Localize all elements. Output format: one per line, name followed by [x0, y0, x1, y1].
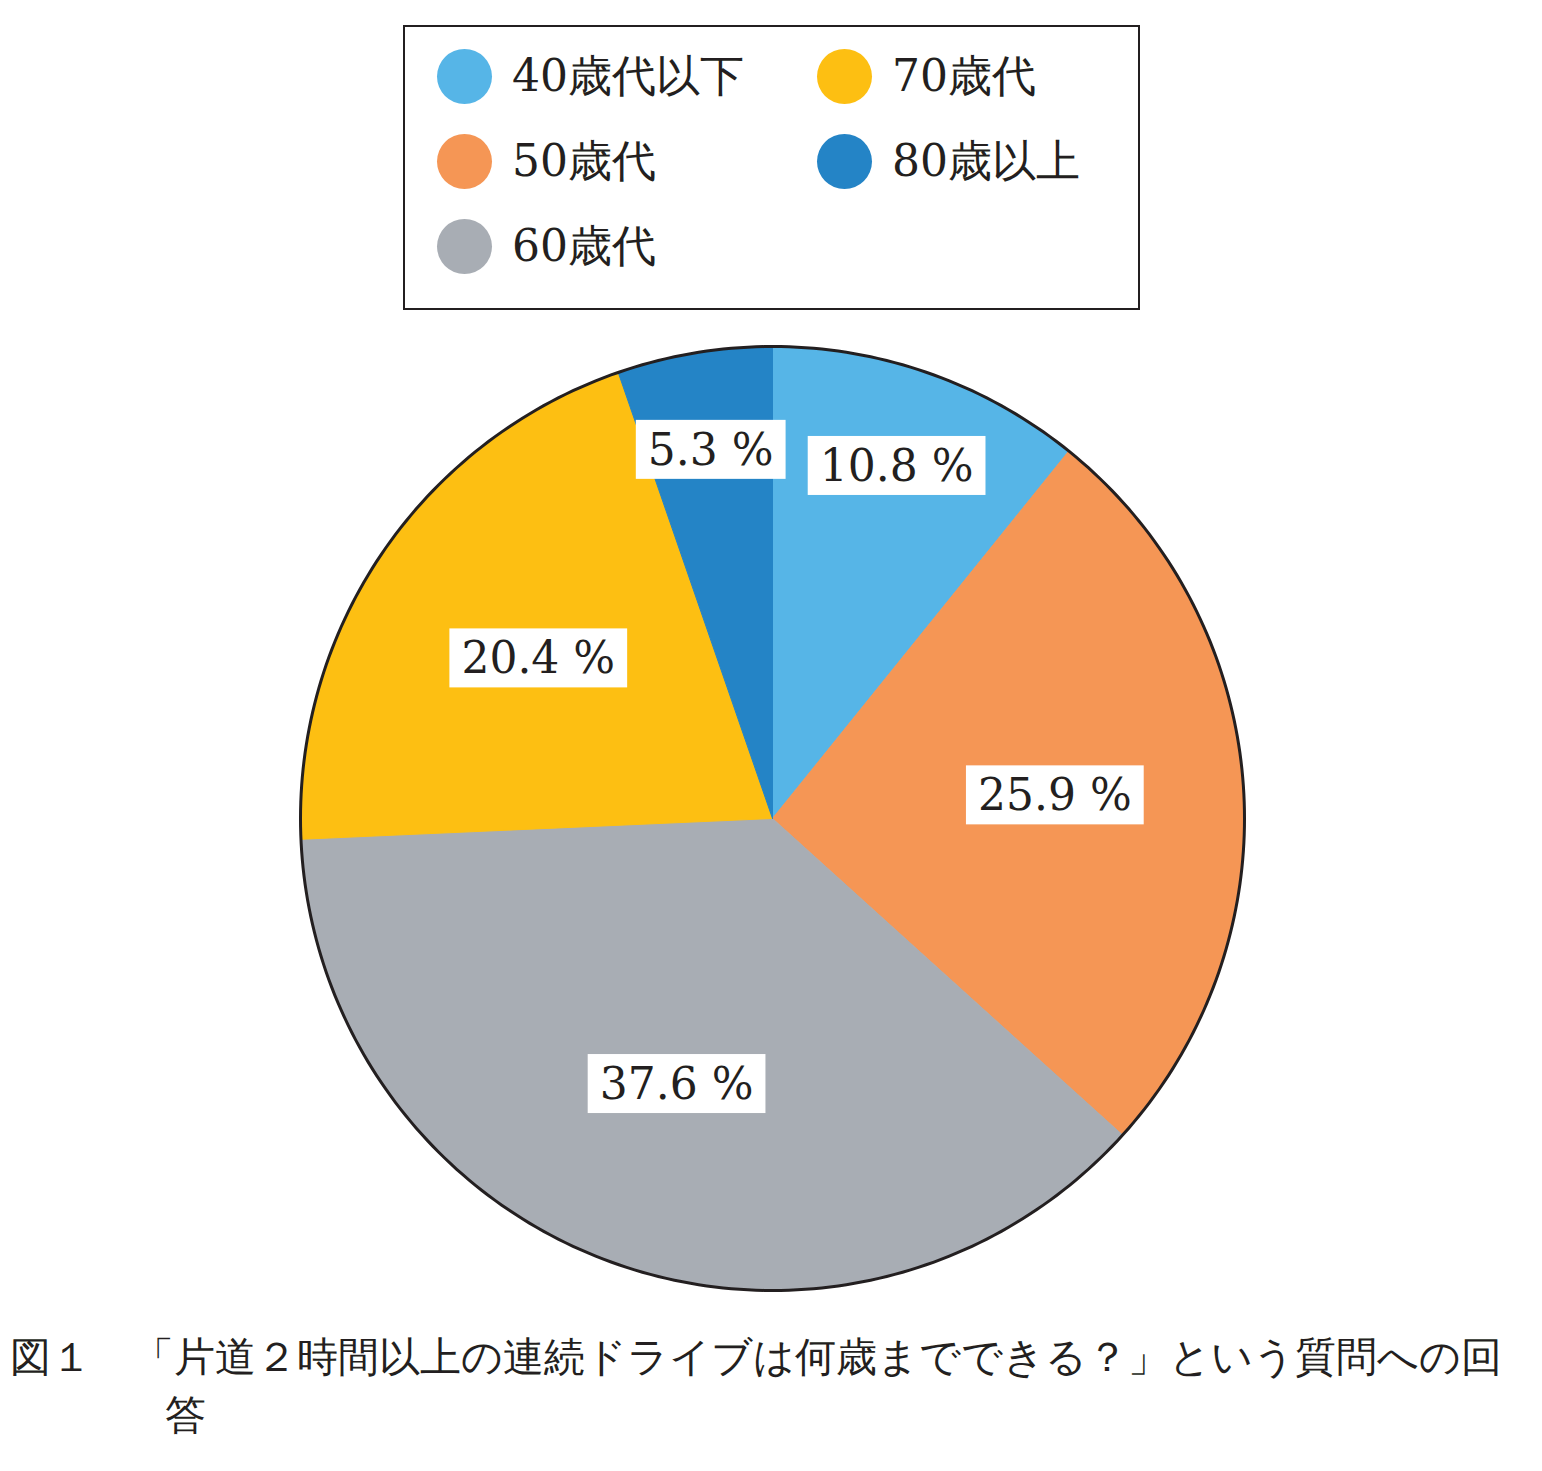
- html-text:60歳代: 60歳代: [512, 220, 656, 271]
- svg-text:20.4 %: 20.4 %: [461, 632, 615, 683]
- html-text:50歳代: 50歳代: [512, 135, 656, 186]
- svg-text:5.3 %: 5.3 %: [648, 424, 774, 475]
- svg-text:10.8 %: 10.8 %: [820, 440, 974, 491]
- html-text:図１ 「片道２時間以上の連続ドライブは何歳までできる？」とい: 図１ 「片道２時間以上の連続ドライブは何歳までできる？」という質問への回答: [10, 1333, 1502, 1439]
- svg-text:37.6 %: 37.6 %: [600, 1058, 754, 1109]
- svg-text:25.9 %: 25.9 %: [978, 769, 1132, 820]
- html-text:80歳以上: 80歳以上: [892, 135, 1080, 186]
- html-text:40歳代以下: 40歳代以下: [512, 50, 744, 101]
- html-text:70歳代: 70歳代: [892, 50, 1036, 101]
